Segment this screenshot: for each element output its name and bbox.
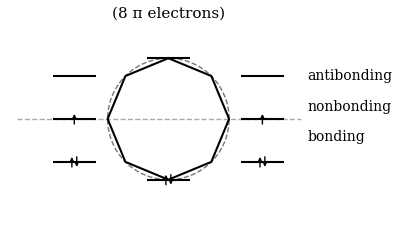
Text: antibonding: antibonding	[307, 69, 393, 83]
Text: nonbonding: nonbonding	[307, 100, 391, 114]
Text: bonding: bonding	[307, 130, 365, 144]
Text: (8 π electrons): (8 π electrons)	[112, 7, 225, 21]
